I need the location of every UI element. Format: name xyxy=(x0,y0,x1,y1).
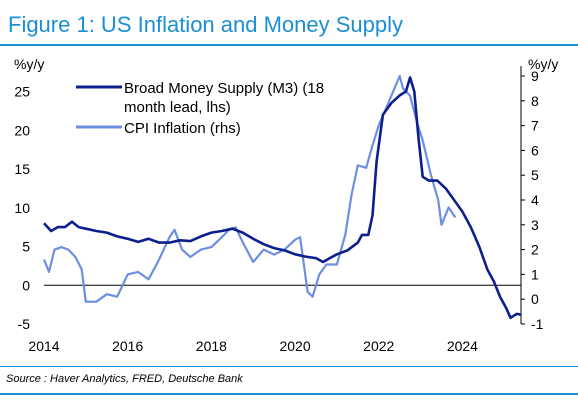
plot-lines xyxy=(42,74,522,320)
y-right-tick-label: 3 xyxy=(531,217,539,233)
y-right-tick-label: 5 xyxy=(531,167,539,183)
y-left-tick-label: 0 xyxy=(22,277,30,293)
x-tick-label: 2018 xyxy=(196,338,227,354)
x-tick-label: 2020 xyxy=(279,338,310,354)
source-rule xyxy=(0,366,578,367)
legend: Broad Money Supply (M3) (18 month lead, l… xyxy=(76,80,324,137)
source-note: Source : Haver Analytics, FRED, Deutsche… xyxy=(6,373,243,385)
legend-label-m3-line1: Broad Money Supply (M3) (18 xyxy=(124,80,324,97)
y-right-label: %y/y xyxy=(528,56,558,72)
chart: %y/y %y/y -5 0 5 10 15 20 25 -1 0 1 2 3 4 5 6 7 8 9 2014 20… xyxy=(14,56,558,354)
legend-label-m3: Broad Money Supply (M3) (18 month lead, l… xyxy=(124,80,324,116)
axes: -5 0 5 10 15 20 25 -1 0 1 2 3 4 5 6 7 8 9 2014 2016 2018 2020… xyxy=(14,66,544,354)
title-rule xyxy=(0,44,578,46)
y-right-tick-label: 6 xyxy=(531,142,539,158)
y-right-tick-label: 9 xyxy=(531,68,539,84)
y-left-tick-label: 25 xyxy=(14,84,30,100)
bottom-rule xyxy=(0,393,578,395)
x-tick-label: 2022 xyxy=(363,338,394,354)
figure-title: Figure 1: US Inflation and Money Supply xyxy=(8,12,404,37)
y-right-tick-label: 4 xyxy=(531,192,539,208)
y-left-tick-label: 5 xyxy=(22,239,30,255)
series-line-m3 xyxy=(43,76,522,320)
y-left-tick-label: 10 xyxy=(14,200,30,216)
y-left-tick-label: -5 xyxy=(18,316,31,332)
y-right-tick-label: 7 xyxy=(531,118,539,134)
y-left-tick-label: 15 xyxy=(14,161,30,177)
y-right-tick-label: -1 xyxy=(531,316,544,332)
y-right-tick-label: 8 xyxy=(531,93,539,109)
x-tick-label: 2014 xyxy=(28,338,59,354)
y-right-tick-label: 2 xyxy=(531,242,539,258)
series-line-cpi xyxy=(42,74,457,303)
legend-label-cpi: CPI Inflation (rhs) xyxy=(124,120,241,137)
y-left-label: %y/y xyxy=(14,56,44,72)
legend-label-m3-line2: month lead, lhs) xyxy=(124,99,231,116)
y-right-tick-label: 1 xyxy=(531,266,539,282)
y-right-tick-label: 0 xyxy=(531,291,539,307)
x-tick-label: 2024 xyxy=(447,338,478,354)
y-left-tick-label: 20 xyxy=(14,122,30,138)
x-tick-label: 2016 xyxy=(112,338,143,354)
